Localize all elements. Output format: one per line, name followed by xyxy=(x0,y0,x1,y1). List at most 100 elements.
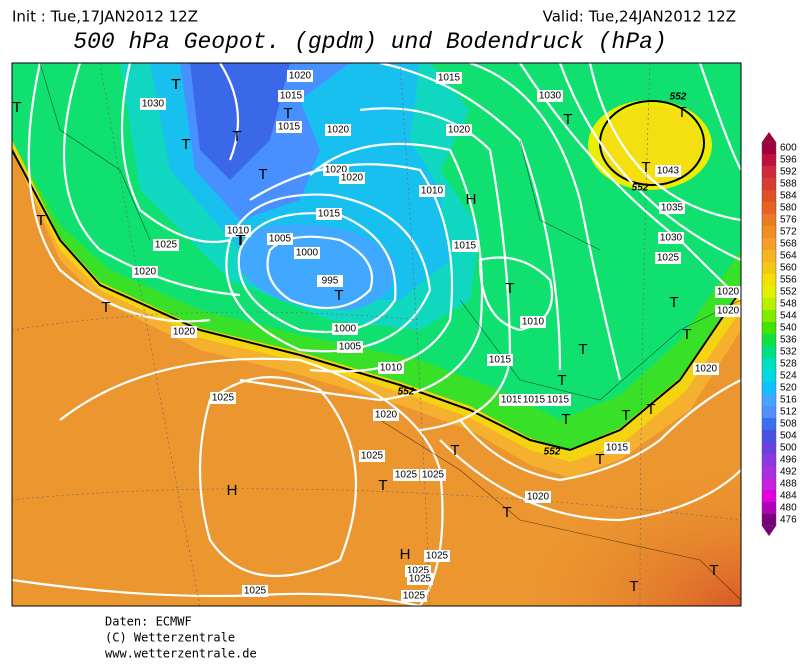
isobar-label-box xyxy=(655,252,681,264)
isobar-label-box xyxy=(715,286,741,298)
legend-swatch xyxy=(762,406,776,418)
legend-swatch xyxy=(762,166,776,178)
legend-label: 476 xyxy=(780,515,797,526)
legend-label: 552 xyxy=(780,287,797,298)
isobar-label: 1010 xyxy=(421,186,444,197)
legend-label: 528 xyxy=(780,359,797,370)
isobar-label-box xyxy=(525,491,551,503)
legend-swatch xyxy=(762,310,776,322)
isobar-label-box xyxy=(225,225,251,237)
legend-label: 488 xyxy=(780,479,797,490)
pressure-center: T xyxy=(171,76,180,93)
isobar-label: 1015 xyxy=(454,241,477,252)
legend-swatch xyxy=(762,490,776,502)
isobar-label-box xyxy=(401,590,427,602)
isobar-label-box xyxy=(325,124,351,136)
legend-label: 580 xyxy=(780,203,797,214)
legend-label: 600 xyxy=(780,143,797,154)
legend-swatch xyxy=(762,502,776,514)
pressure-center: T xyxy=(669,294,678,311)
isobar-label-box xyxy=(604,442,630,454)
pressure-center: T xyxy=(450,442,459,459)
isobar-label-box xyxy=(332,323,358,335)
isobar-label-box xyxy=(407,573,433,585)
isobar-label-box xyxy=(446,124,472,136)
isobar-label: 1020 xyxy=(289,71,312,82)
isobar-label: 1015 xyxy=(278,122,301,133)
init-time: Init : Tue,17JAN2012 12Z xyxy=(12,8,198,26)
isobar-label: 1025 xyxy=(403,591,426,602)
legend-swatch xyxy=(762,454,776,466)
legend-swatch xyxy=(762,418,776,430)
isobar-label-box xyxy=(287,70,313,82)
footer-line: (C) Wetterzentrale xyxy=(105,631,235,645)
pressure-center: T xyxy=(12,99,21,116)
legend-swatch xyxy=(762,442,776,454)
legend-label: 520 xyxy=(780,383,797,394)
pressure-center: T xyxy=(578,341,587,358)
pressure-center: T xyxy=(682,326,691,343)
legend-cap xyxy=(762,526,776,536)
isobar-label: 1000 xyxy=(296,248,319,259)
isobar-label: 1015 xyxy=(547,395,570,406)
legend-swatch xyxy=(762,202,776,214)
isobar-label-box xyxy=(359,450,385,462)
pressure-center: T xyxy=(629,578,638,595)
isobar-label: 1010 xyxy=(522,317,545,328)
isobar-label: 1020 xyxy=(695,364,718,375)
isobar-label: 1030 xyxy=(539,91,562,102)
isobar-label: 1025 xyxy=(361,451,384,462)
isobar-label: 1015 xyxy=(280,91,303,102)
isobar-label-box xyxy=(520,316,546,328)
isobar-label-box xyxy=(436,72,462,84)
isobar-label-box xyxy=(337,341,363,353)
legend-swatch xyxy=(762,358,776,370)
isobar-label-box xyxy=(452,240,478,252)
legend-swatch xyxy=(762,250,776,262)
isobar-label-box xyxy=(658,232,684,244)
legend-swatch xyxy=(762,262,776,274)
isobar-label: 1030 xyxy=(660,233,683,244)
contour-label: 552 xyxy=(398,387,415,398)
isobar-label-box xyxy=(132,266,158,278)
isobar-label-box xyxy=(171,326,197,338)
legend-label: 596 xyxy=(780,155,797,166)
legend-label: 532 xyxy=(780,347,797,358)
isobar-label: 1010 xyxy=(380,363,403,374)
isobar-label-box xyxy=(545,394,571,406)
isobar-label: 1025 xyxy=(212,393,235,404)
isobar-label: 1035 xyxy=(661,203,684,214)
isobar-label: 1015 xyxy=(318,209,341,220)
pressure-center: H xyxy=(400,546,411,563)
isobar-label-box xyxy=(424,550,450,562)
isobar-label: 1005 xyxy=(339,342,362,353)
isobar-label-box xyxy=(153,239,179,251)
isobar-label-box xyxy=(655,165,681,177)
legend-swatch xyxy=(762,478,776,490)
isobar-label-box xyxy=(499,394,525,406)
pressure-center: T xyxy=(101,299,110,316)
isobar-label: 1025 xyxy=(426,551,449,562)
pressure-center: T xyxy=(563,111,572,128)
legend-label: 576 xyxy=(780,215,797,226)
legend-swatch xyxy=(762,322,776,334)
isobar-label-box xyxy=(317,275,343,287)
legend-label: 540 xyxy=(780,323,797,334)
isobar-label-box xyxy=(419,185,445,197)
pressure-center: T xyxy=(235,232,244,249)
pressure-center: T xyxy=(36,212,45,229)
pressure-center: T xyxy=(646,401,655,418)
isobar-label-box xyxy=(373,409,399,421)
isobar-label-box xyxy=(242,585,268,597)
isobar-label-box xyxy=(715,305,741,317)
isobar-label: 1020 xyxy=(717,306,740,317)
legend-swatch xyxy=(762,190,776,202)
isobar-label: 1020 xyxy=(527,492,550,503)
legend-label: 544 xyxy=(780,311,797,322)
isobar-label-box xyxy=(294,247,320,259)
legend-label: 484 xyxy=(780,491,797,502)
isobar-label: 1010 xyxy=(227,226,250,237)
legend-label: 480 xyxy=(780,503,797,514)
isobar-label: 1015 xyxy=(489,355,512,366)
legend-label: 496 xyxy=(780,455,797,466)
